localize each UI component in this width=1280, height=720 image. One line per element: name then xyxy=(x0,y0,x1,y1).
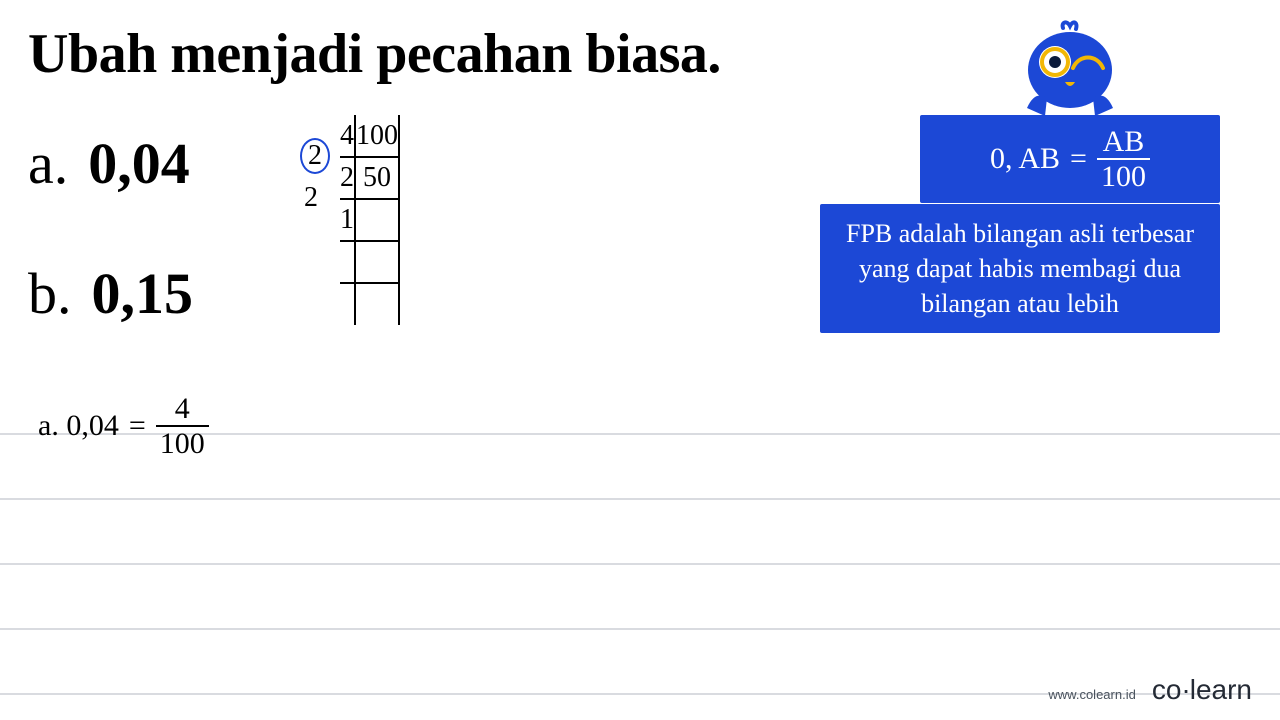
formula-denominator: 100 xyxy=(1097,160,1150,193)
question-b: b. 0,15 xyxy=(28,260,193,327)
ladder-cell xyxy=(355,199,399,241)
ladder-cell: 2 xyxy=(340,157,355,199)
answer-line: a. 0,04 = 4 100 xyxy=(38,392,209,460)
formula-fraction: AB 100 xyxy=(1097,125,1150,193)
ladder-cell xyxy=(340,241,355,283)
ladder-cell: 4 xyxy=(340,115,355,157)
brand-right: learn xyxy=(1190,674,1252,705)
brand-logo: co·learn xyxy=(1152,674,1252,706)
question-a: a. 0,04 xyxy=(28,130,190,197)
ladder-cell: 100 xyxy=(355,115,399,157)
page-title: Ubah menjadi pecahan biasa. xyxy=(28,22,721,86)
ladder-cell: 1 xyxy=(340,199,355,241)
formula-hint-box: 0, AB = AB 100 xyxy=(920,115,1220,203)
ladder-grid: 4 100 2 50 1 xyxy=(340,115,400,325)
footer: www.colearn.id co·learn xyxy=(1048,674,1252,706)
formula-equals: = xyxy=(1070,142,1087,176)
formula-numerator: AB xyxy=(1099,125,1149,158)
footer-url: www.colearn.id xyxy=(1048,687,1135,702)
equals-sign: = xyxy=(129,409,146,443)
question-b-value: 0,15 xyxy=(92,261,194,326)
formula-lhs: 0, AB xyxy=(990,142,1060,176)
fraction-denominator: 100 xyxy=(156,427,209,460)
ladder-cell xyxy=(355,283,399,325)
brand-dot: · xyxy=(1181,674,1189,705)
page-root: Ubah menjadi pecahan biasa. a. 0,04 b. 0,1… xyxy=(0,0,1280,720)
question-a-label: a. xyxy=(28,131,68,196)
ladder-cell xyxy=(340,283,355,325)
definition-box: FPB adalah bilangan asli terbesar yang d… xyxy=(820,204,1220,333)
question-b-label: b. xyxy=(28,261,72,326)
ladder-cell: 50 xyxy=(355,157,399,199)
answer-fraction: 4 100 xyxy=(156,392,209,460)
owl-mascot-icon xyxy=(1015,20,1135,130)
fraction-numerator: 4 xyxy=(171,392,194,425)
circled-factor: 2 xyxy=(300,138,330,174)
answer-prefix: a. 0,04 xyxy=(38,409,119,443)
brand-left: co xyxy=(1152,674,1182,705)
question-a-value: 0,04 xyxy=(88,131,190,196)
second-factor: 2 xyxy=(304,177,318,219)
circled-factor-value: 2 xyxy=(308,140,322,172)
ladder-cell xyxy=(355,241,399,283)
